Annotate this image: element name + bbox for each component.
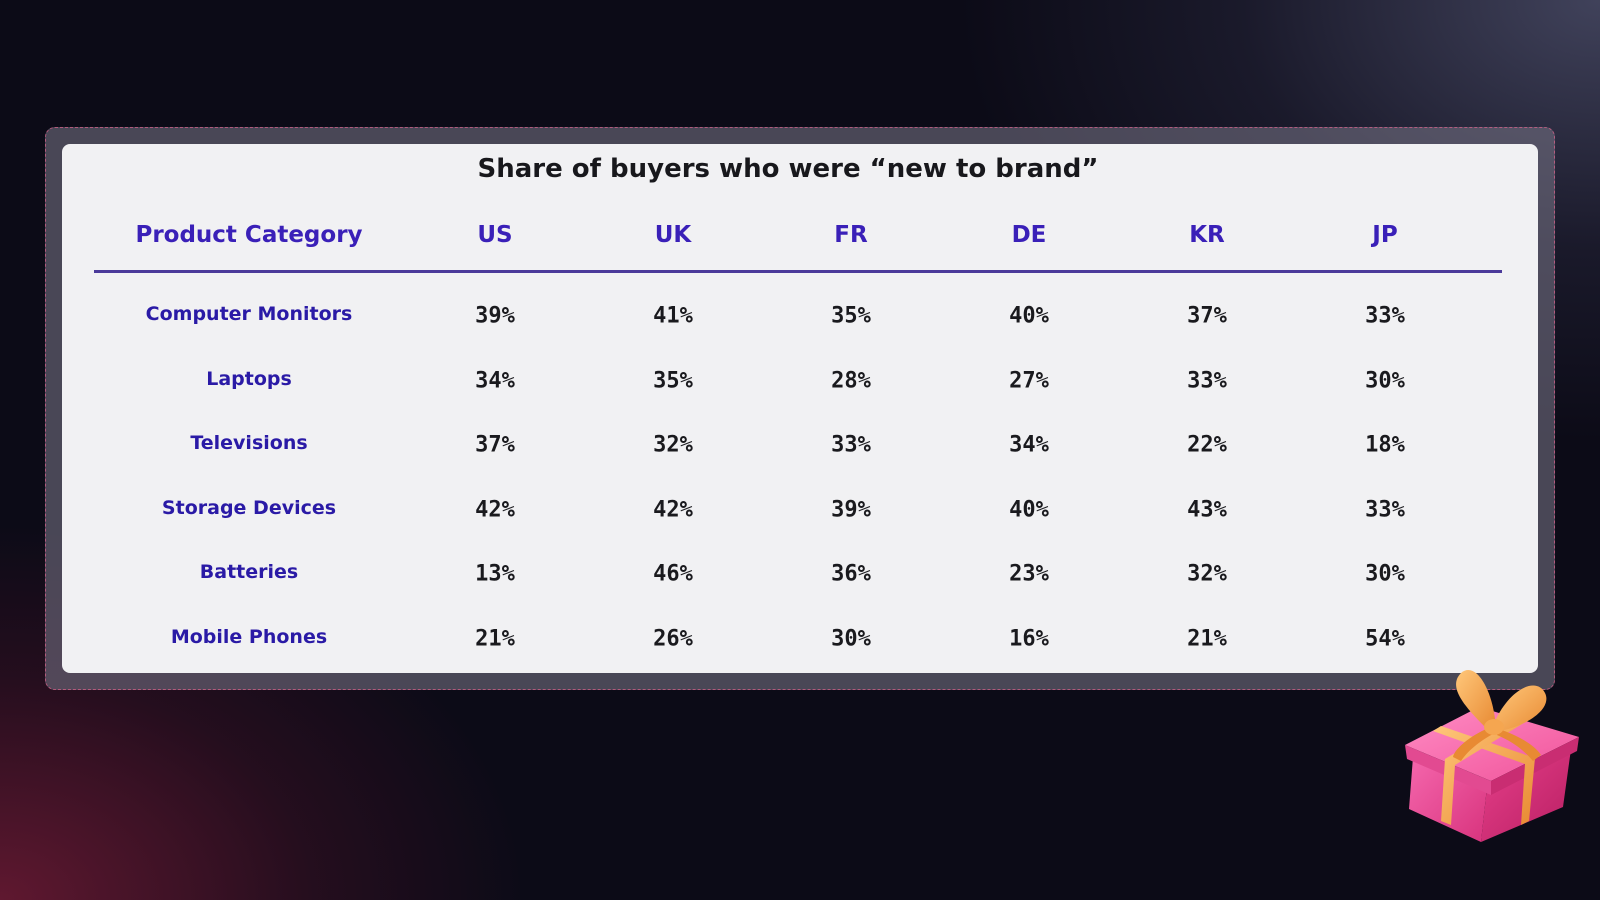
table-cell: 30% [831,626,871,651]
table-cell: 41% [653,303,693,329]
table-cell: 42% [653,497,693,522]
table-cell: 39% [831,497,871,522]
table-cell: 34% [475,368,515,393]
table-cell: 13% [475,561,515,587]
row-category-label: Mobile Phones [170,625,328,648]
table-cell: 33% [1187,368,1227,393]
header-jp: JP [1372,222,1398,248]
table-cell: 28% [831,368,871,393]
screenshot-frame: Share of buyers who were “new to brand” … [45,127,1555,690]
table-cell: 35% [653,368,693,393]
table-card: Share of buyers who were “new to brand” … [62,144,1538,673]
row-category-label: Laptops [206,367,292,390]
table-cell: 26% [653,626,693,651]
header-fr: FR [834,222,868,248]
table-cell: 39% [475,303,515,329]
table-cell: 42% [475,497,515,522]
table-cell: 33% [1365,497,1405,522]
table-cell: 40% [1009,497,1049,522]
header-de: DE [1011,222,1047,248]
table-cell: 36% [831,561,871,587]
table-cell: 37% [1187,303,1227,329]
row-category-label: Batteries [199,561,299,583]
table-cell: 30% [1365,368,1405,393]
table-cell: 35% [831,303,871,329]
header-uk: UK [654,222,692,248]
table-cell: 32% [1187,561,1227,587]
table-cell: 22% [1187,432,1227,458]
table-cell: 33% [831,432,871,458]
table-cell: 32% [653,432,693,458]
table-cell: 37% [475,432,515,458]
table-cell: 33% [1365,303,1405,329]
table-cell: 21% [1187,626,1227,651]
row-category-label: Storage Devices [161,496,337,519]
table-cell: 30% [1365,561,1405,587]
header-kr: KR [1189,222,1225,248]
table-cell: 43% [1187,497,1227,522]
table-title: Share of buyers who were “new to brand” [477,154,1099,184]
header-product-category: Product Category [135,222,363,248]
row-category-label: Televisions [190,432,308,454]
table-cell: 23% [1009,561,1049,587]
table-cell: 18% [1365,432,1405,458]
table-cell: 54% [1365,626,1405,651]
table-cell: 27% [1009,368,1049,393]
table-cell: 40% [1009,303,1049,329]
table-cell: 46% [653,561,693,587]
table-cell: 34% [1009,432,1049,458]
header-us: US [477,222,513,248]
table-cell: 16% [1009,626,1049,651]
table-cell: 21% [475,626,515,651]
gift-box-icon [1405,670,1579,842]
row-category-label: Computer Monitors [145,303,353,325]
header-divider [94,270,1502,273]
